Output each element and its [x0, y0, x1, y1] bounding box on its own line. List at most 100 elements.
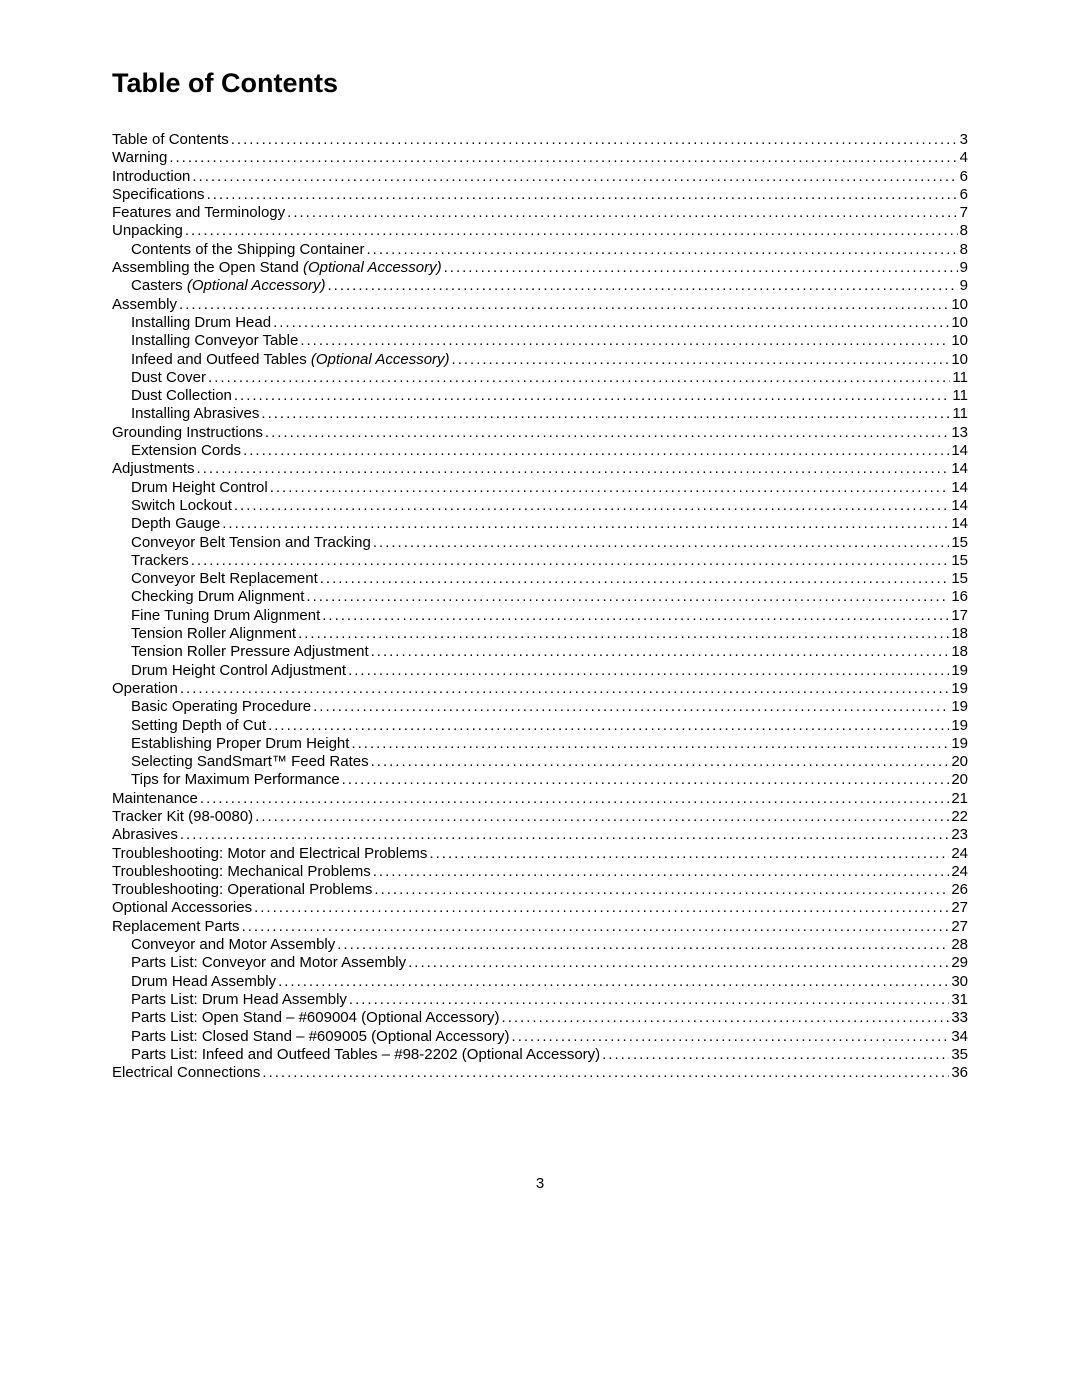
toc-entry: Electrical Connections36	[112, 1064, 968, 1082]
toc-label: Parts List: Drum Head Assembly	[131, 991, 347, 1009]
toc-entry: Troubleshooting: Operational Problems26	[112, 881, 968, 899]
toc-label: Conveyor Belt Replacement	[131, 570, 318, 588]
toc-dots	[270, 479, 950, 497]
toc-entry: Drum Height Control14	[112, 479, 968, 497]
table-of-contents: Table of Contents3Warning4Introduction6S…	[112, 131, 968, 1082]
toc-dots	[265, 424, 949, 442]
toc-page: 7	[960, 204, 968, 222]
toc-dots	[512, 1028, 950, 1046]
toc-entry: Infeed and Outfeed Tables (Optional Acce…	[112, 351, 968, 369]
toc-entry: Drum Height Control Adjustment19	[112, 662, 968, 680]
toc-dots	[222, 515, 949, 533]
toc-page: 20	[951, 771, 968, 789]
toc-entry: Establishing Proper Drum Height19	[112, 735, 968, 753]
toc-dots	[200, 790, 949, 808]
toc-label: Tension Roller Alignment	[131, 625, 296, 643]
toc-dots	[348, 662, 949, 680]
toc-label: Drum Head Assembly	[131, 973, 276, 991]
toc-page: 35	[951, 1046, 968, 1064]
toc-dots	[371, 643, 950, 661]
toc-dots	[243, 442, 949, 460]
toc-page: 14	[951, 442, 968, 460]
toc-page: 23	[951, 826, 968, 844]
toc-dots	[444, 259, 958, 277]
toc-dots	[234, 497, 949, 515]
toc-label-italic: (Optional Accessory)	[307, 351, 450, 368]
toc-entry: Assembly 10	[112, 296, 968, 314]
toc-dots	[320, 570, 950, 588]
toc-label: Optional Accessories	[112, 899, 252, 917]
toc-label: Assembly	[112, 296, 177, 314]
toc-entry: Fine Tuning Drum Alignment17	[112, 607, 968, 625]
toc-entry: Drum Head Assembly30	[112, 973, 968, 991]
toc-dots	[373, 534, 949, 552]
toc-dots	[231, 131, 958, 149]
toc-label: Parts List: Infeed and Outfeed Tables – …	[131, 1046, 600, 1064]
toc-page: 10	[951, 351, 968, 369]
toc-entry: Dust Collection11	[112, 387, 968, 405]
toc-dots	[408, 954, 949, 972]
toc-label: Troubleshooting: Motor and Electrical Pr…	[112, 845, 427, 863]
toc-label: Unpacking	[112, 222, 183, 240]
toc-label: Checking Drum Alignment	[131, 588, 304, 606]
toc-label: Basic Operating Procedure	[131, 698, 311, 716]
toc-label: Installing Drum Head	[131, 314, 271, 332]
toc-page: 29	[951, 954, 968, 972]
toc-dots	[208, 369, 950, 387]
toc-page: 11	[952, 369, 968, 387]
toc-entry: Replacement Parts27	[112, 918, 968, 936]
toc-entry: Warning4	[112, 149, 968, 167]
toc-dots	[602, 1046, 949, 1064]
toc-page: 10	[951, 296, 968, 314]
toc-entry: Tension Roller Alignment 18	[112, 625, 968, 643]
toc-entry: Tips for Maximum Performance20	[112, 771, 968, 789]
toc-entry: Conveyor Belt Tension and Tracking15	[112, 534, 968, 552]
toc-page: 14	[951, 460, 968, 478]
toc-entry: Basic Operating Procedure19	[112, 698, 968, 716]
toc-dots	[371, 753, 950, 771]
toc-page: 3	[960, 131, 968, 149]
toc-dots	[502, 1009, 950, 1027]
toc-dots	[322, 607, 949, 625]
toc-dots	[179, 296, 949, 314]
toc-label: Assembling the Open Stand (Optional Acce…	[112, 259, 442, 277]
toc-label: Adjustments	[112, 460, 195, 478]
toc-entry: Parts List: Closed Stand – #609005 (Opti…	[112, 1028, 968, 1046]
toc-entry: Selecting SandSmart™ Feed Rates20	[112, 753, 968, 771]
toc-page: 15	[951, 552, 968, 570]
toc-dots	[268, 717, 949, 735]
toc-page: 9	[960, 259, 968, 277]
toc-entry: Tracker Kit (98-0080)22	[112, 808, 968, 826]
toc-dots	[185, 222, 958, 240]
toc-page: 18	[951, 643, 968, 661]
toc-label: Introduction	[112, 168, 190, 186]
toc-label: Contents of the Shipping Container	[131, 241, 365, 259]
toc-label: Parts List: Open Stand – #609004 (Option…	[131, 1009, 500, 1027]
toc-page: 11	[952, 387, 968, 405]
toc-entry: Casters (Optional Accessory)9	[112, 277, 968, 295]
toc-page: 10	[951, 314, 968, 332]
toc-page: 6	[960, 168, 968, 186]
toc-page: 13	[951, 424, 968, 442]
toc-dots	[180, 826, 949, 844]
toc-page: 8	[960, 222, 968, 240]
toc-dots	[197, 460, 950, 478]
toc-dots	[452, 351, 950, 369]
toc-page: 18	[951, 625, 968, 643]
toc-dots	[180, 680, 949, 698]
toc-page: 24	[951, 863, 968, 881]
toc-label: Selecting SandSmart™ Feed Rates	[131, 753, 369, 771]
page-title: Table of Contents	[112, 68, 968, 99]
toc-label: Features and Terminology	[112, 204, 285, 222]
toc-dots	[337, 936, 949, 954]
toc-page: 16	[951, 588, 968, 606]
toc-dots	[191, 552, 950, 570]
toc-entry: Contents of the Shipping Container8	[112, 241, 968, 259]
toc-page: 15	[951, 534, 968, 552]
toc-label: Warning	[112, 149, 167, 167]
toc-dots	[298, 625, 949, 643]
toc-dots	[192, 168, 957, 186]
toc-entry: Troubleshooting: Motor and Electrical Pr…	[112, 845, 968, 863]
toc-label: Troubleshooting: Mechanical Problems	[112, 863, 371, 881]
toc-dots	[367, 241, 958, 259]
